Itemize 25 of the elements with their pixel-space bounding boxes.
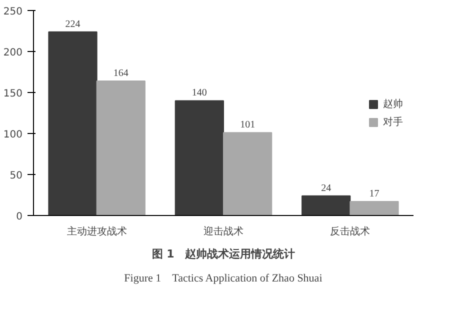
bar bbox=[350, 201, 399, 216]
legend-label: 赵帅 bbox=[383, 98, 403, 110]
data-label: 101 bbox=[240, 120, 256, 131]
bar bbox=[223, 132, 272, 216]
y-tick-label: 50 bbox=[10, 170, 23, 182]
y-tick-label: 100 bbox=[3, 130, 23, 140]
bar bbox=[302, 195, 351, 216]
bar bbox=[96, 80, 146, 216]
x-tick-label: 迎击战术 bbox=[204, 226, 244, 238]
bar bbox=[48, 31, 98, 216]
data-label: 17 bbox=[369, 188, 380, 200]
x-tick-label: 主动进攻战术 bbox=[66, 226, 127, 238]
data-label: 164 bbox=[113, 68, 128, 80]
data-label: 24 bbox=[321, 182, 332, 194]
y-tick-label: 0 bbox=[16, 212, 23, 222]
y-tick-label: 200 bbox=[3, 48, 23, 58]
x-tick-label: 反击战术 bbox=[330, 226, 370, 238]
data-label: 140 bbox=[192, 88, 207, 99]
legend-label: 对手 bbox=[383, 116, 403, 128]
y-tick-label: 250 bbox=[3, 6, 23, 18]
bar bbox=[174, 100, 224, 216]
y-tick-label: 150 bbox=[3, 88, 23, 100]
text: Figure 1 Tactics Application of Zhao Shuai bbox=[124, 272, 322, 284]
text: 图 1 赵帅战术运用情况统计 bbox=[152, 248, 296, 260]
data-label: 224 bbox=[65, 18, 80, 30]
